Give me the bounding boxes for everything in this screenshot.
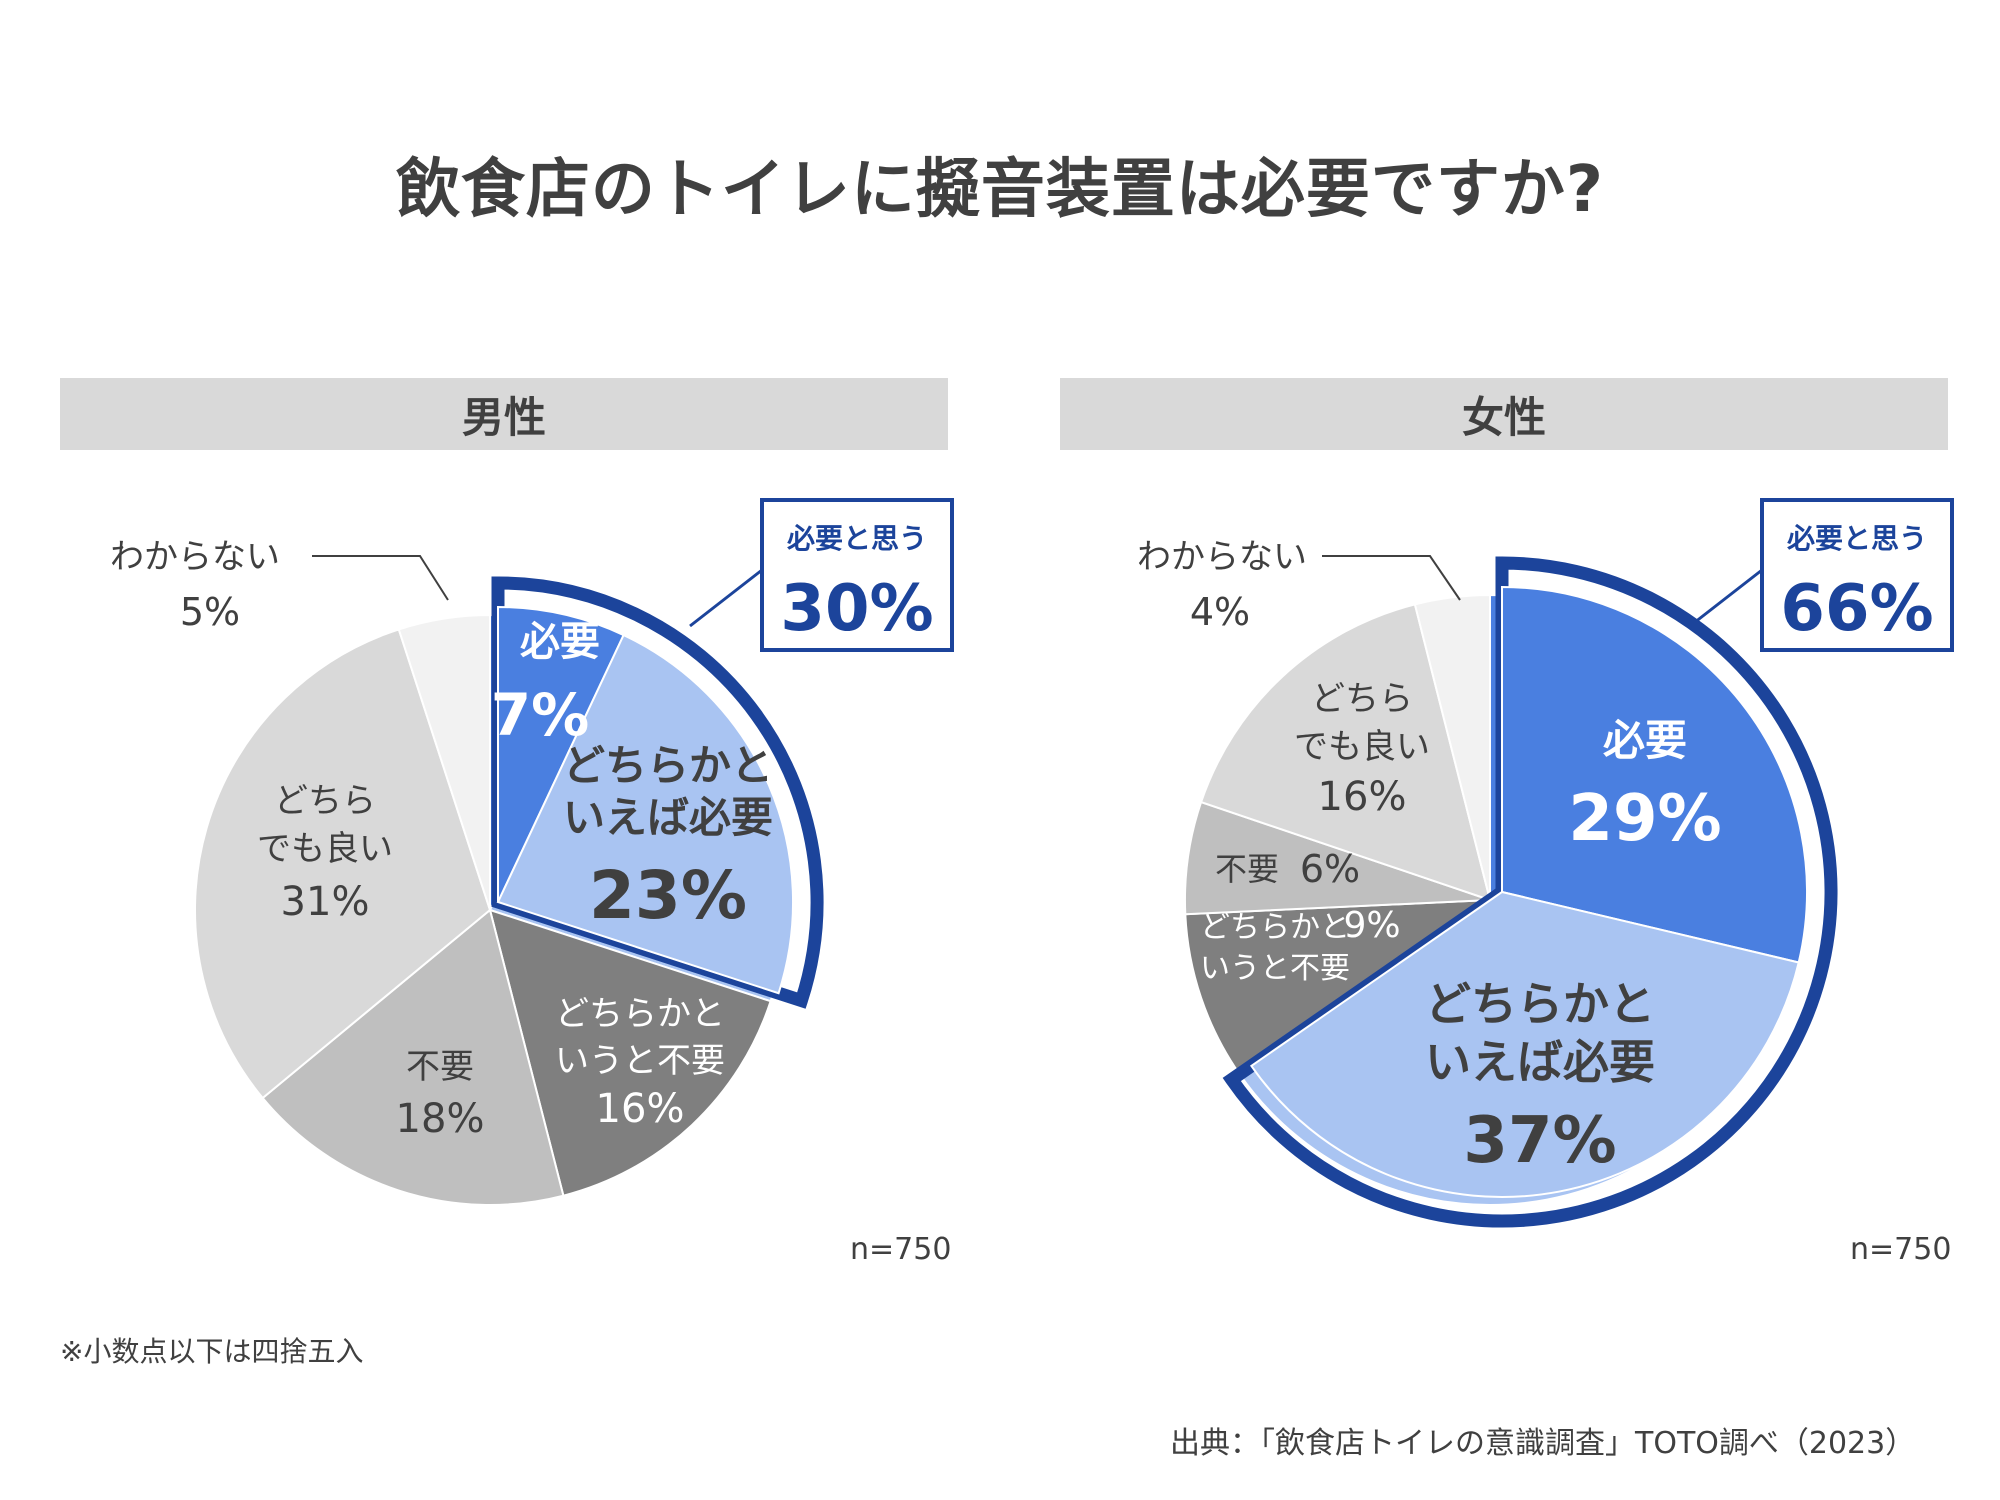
label-either-value: 16% [1318,774,1407,820]
female-sample-size: n=750 [1850,1232,1952,1267]
label-unknown-value: 4% [1190,590,1250,634]
label-unknown-value: 5% [180,590,240,634]
label-rather-need-line1: どちらかと [1425,977,1655,1031]
label-unknown-name: わからない [110,537,280,577]
pie-slice-need-highlighted [497,605,625,903]
label-either-line1: どちら [1311,679,1413,719]
label-either-line2: でも良い [1294,727,1430,767]
pie-slice-rather-not [1184,898,1494,1076]
pie-slice-rather-need-highlighted [1250,890,1800,1198]
pie-slice-rather-not [488,908,772,1197]
label-not-need-name: 不要 [1215,850,1279,888]
unknown-leader-line [1322,555,1461,601]
label-rather-not-line2: いうと不要 [1200,951,1350,986]
unknown-leader-line [312,555,449,601]
pie-slice-either [1199,603,1492,902]
female-panel-header: 女性 [1060,378,1948,450]
pie-slice-rather-need-highlighted [496,633,794,995]
label-rather-not-line2: いうと不要 [555,1041,725,1081]
callout-label: 必要と思う [1787,522,1927,555]
source-citation: 出典：「飲食店トイレの意識調査」TOTO調べ（2023） [1170,1426,1916,1461]
footnote: ※小数点以下は四捨五入 [60,1335,364,1368]
label-either-line1: どちら [274,781,376,821]
pie-slice-need-highlighted [1501,585,1808,964]
label-rather-need-line2: いえば必要 [563,793,773,842]
label-either-value: 31% [281,879,370,925]
label-need-value: 29% [1568,782,1721,856]
label-rather-need-line2: いえば必要 [1425,1035,1655,1089]
male-panel-header: 男性 [60,378,948,450]
callout-pointer [1689,568,1763,628]
label-rather-not-line1: どちらかと [1200,910,1350,945]
label-rather-need-value: 23% [589,857,747,934]
pie-slice-unknown [1413,593,1491,901]
callout-value: 30% [780,572,933,646]
label-not-need-value: 6% [1300,847,1360,891]
male-sample-size: n=750 [850,1232,952,1267]
callout-box [1760,498,1954,652]
label-rather-not-line1: どちらかと [555,994,725,1034]
label-need-name: 必要 [520,619,600,665]
label-rather-not-value: 16% [596,1086,685,1132]
callout-value: 66% [1780,572,1933,646]
callout-box [760,498,954,652]
label-either-line2: でも良い [257,829,393,869]
highlight-outline [1222,556,1838,1228]
page-title: 飲食店のトイレに擬音装置は必要ですか? [395,153,1605,227]
label-not-need-name: 不要 [406,1047,474,1087]
pie-slice-not-need [261,908,565,1206]
male-pie-chart: 必要7%どちらかといえば必要23%どちらかというと不要16%不要18%どちらでも… [110,498,954,1206]
label-rather-not-value: 9% [1343,905,1400,946]
label-need-value: 7% [491,681,589,749]
label-unknown-name: わからない [1137,537,1307,577]
callout-label: 必要と思う [787,522,927,555]
label-not-need-value: 18% [396,1096,485,1142]
callout-pointer [689,568,763,628]
label-need-name: 必要 [1603,716,1687,765]
pie-slice-either [194,628,492,1100]
pie-slice-unknown [397,613,491,911]
highlight-outline [491,576,824,1009]
label-rather-need-line1: どちらかと [563,741,773,790]
label-rather-need-value: 37% [1463,1104,1616,1178]
